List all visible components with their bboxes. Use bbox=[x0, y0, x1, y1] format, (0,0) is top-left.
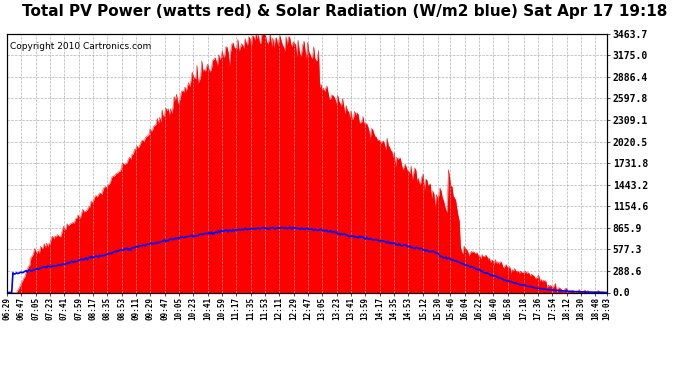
Text: Copyright 2010 Cartronics.com: Copyright 2010 Cartronics.com bbox=[10, 42, 151, 51]
Text: Total PV Power (watts red) & Solar Radiation (W/m2 blue) Sat Apr 17 19:18: Total PV Power (watts red) & Solar Radia… bbox=[22, 4, 668, 19]
